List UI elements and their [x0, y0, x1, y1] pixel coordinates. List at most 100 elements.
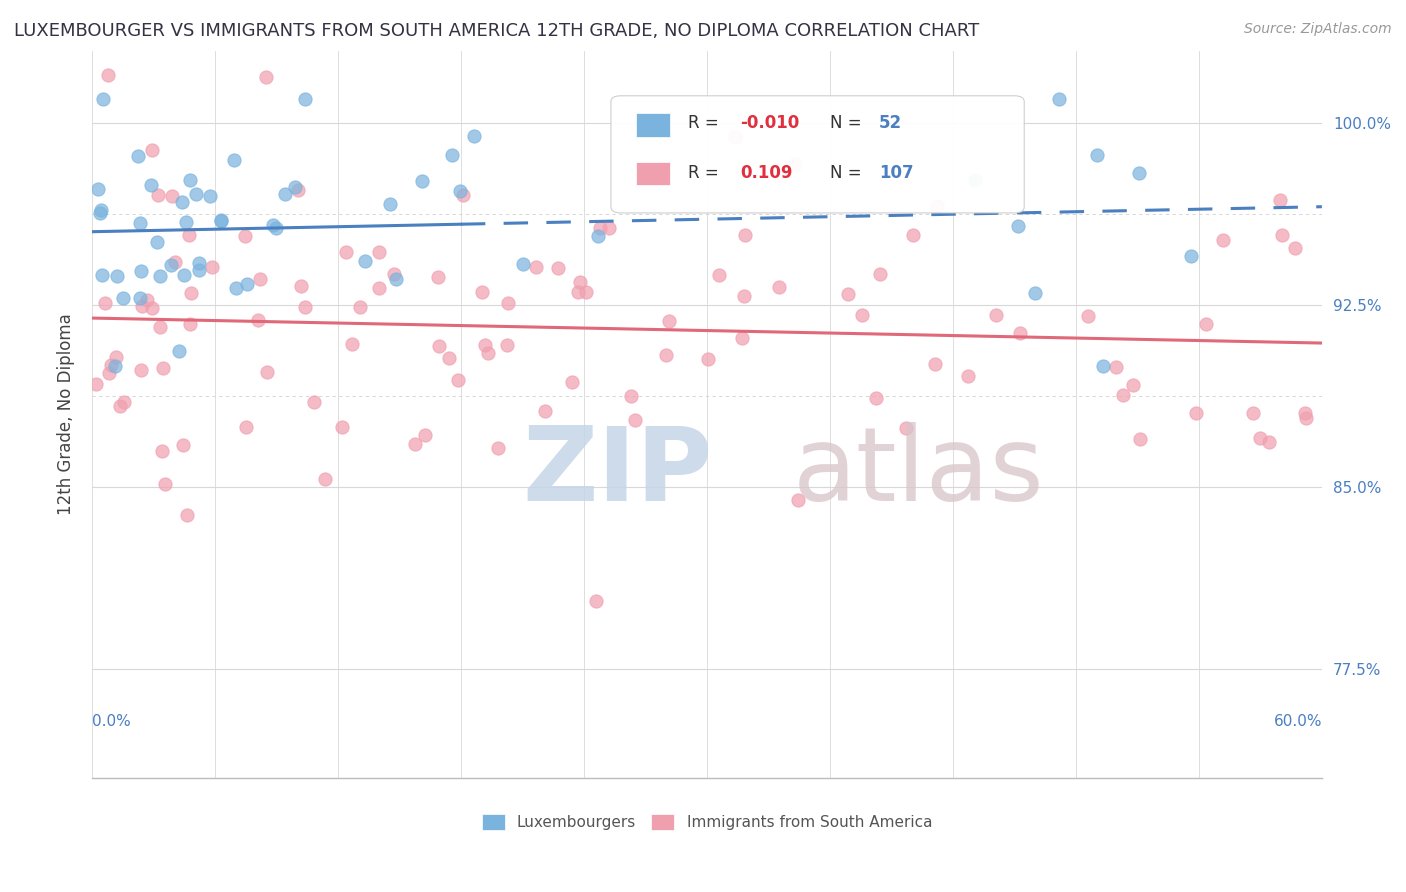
Point: [724, 130, 747, 145]
Point: [165, 255, 187, 269]
Point: [1077, 310, 1099, 324]
Point: [179, 172, 201, 186]
Point: [91, 92, 114, 106]
Point: [112, 291, 135, 305]
Point: [1270, 227, 1292, 242]
Point: [302, 394, 325, 409]
Point: [1092, 359, 1115, 373]
Point: [449, 185, 471, 199]
Point: [786, 493, 808, 508]
Point: [172, 194, 194, 209]
Point: [177, 227, 200, 242]
Point: [94, 295, 117, 310]
Point: [200, 260, 222, 274]
Point: [112, 395, 135, 409]
Point: [222, 153, 245, 168]
Point: [249, 272, 271, 286]
Point: [274, 187, 297, 202]
Point: [90, 268, 112, 283]
Point: [1195, 317, 1218, 331]
Point: [586, 229, 609, 244]
Point: [290, 279, 312, 293]
Point: [463, 129, 485, 144]
Point: [1295, 411, 1317, 425]
Point: [924, 357, 946, 371]
Point: [1257, 435, 1279, 450]
Point: [896, 421, 918, 435]
Point: [186, 187, 208, 202]
Point: [1212, 233, 1234, 247]
Point: [927, 199, 949, 213]
Point: [128, 216, 150, 230]
Point: [1185, 406, 1208, 420]
Point: [294, 300, 316, 314]
Point: [236, 277, 259, 291]
Point: [837, 286, 859, 301]
Text: 0.0%: 0.0%: [91, 714, 131, 729]
Point: [146, 187, 169, 202]
Point: [136, 293, 159, 307]
Point: [340, 336, 363, 351]
Point: [498, 296, 520, 310]
Point: [294, 92, 316, 106]
Point: [567, 285, 589, 300]
Point: [87, 182, 110, 196]
Point: [368, 281, 391, 295]
Point: [89, 206, 111, 220]
Point: [354, 254, 377, 268]
Point: [100, 358, 122, 372]
Point: [160, 189, 183, 203]
Point: [1284, 241, 1306, 255]
Point: [404, 436, 426, 450]
Point: [104, 359, 127, 373]
Point: [382, 267, 405, 281]
Point: [146, 235, 169, 249]
Point: [149, 268, 172, 283]
FancyBboxPatch shape: [636, 113, 671, 136]
Point: [209, 213, 232, 227]
Y-axis label: 12th Grade, No Diploma: 12th Grade, No Diploma: [58, 314, 75, 516]
Point: [413, 427, 436, 442]
Point: [734, 227, 756, 242]
Point: [512, 257, 534, 271]
Point: [180, 285, 202, 300]
Point: [547, 261, 569, 276]
Point: [963, 173, 986, 187]
Text: -0.010: -0.010: [740, 114, 800, 132]
Point: [150, 444, 173, 458]
Point: [314, 472, 336, 486]
Point: [1105, 360, 1128, 375]
Point: [1122, 377, 1144, 392]
Point: [105, 268, 128, 283]
Point: [247, 313, 270, 327]
Text: Source: ZipAtlas.com: Source: ZipAtlas.com: [1244, 22, 1392, 37]
Point: [696, 351, 718, 366]
Legend: Luxembourgers, Immigrants from South America: Luxembourgers, Immigrants from South Ame…: [475, 808, 938, 836]
Point: [598, 221, 620, 235]
Text: 52: 52: [879, 114, 903, 132]
Point: [262, 218, 284, 232]
Text: 107: 107: [879, 164, 914, 182]
Point: [1112, 388, 1135, 402]
Point: [187, 256, 209, 270]
Point: [1007, 219, 1029, 233]
Point: [575, 285, 598, 299]
Point: [474, 338, 496, 352]
Text: LUXEMBOURGER VS IMMIGRANTS FROM SOUTH AMERICA 12TH GRADE, NO DIPLOMA CORRELATION: LUXEMBOURGER VS IMMIGRANTS FROM SOUTH AM…: [14, 22, 980, 40]
Point: [97, 68, 120, 82]
Point: [176, 508, 198, 522]
Text: N =: N =: [830, 164, 862, 182]
Point: [378, 197, 401, 211]
Point: [104, 350, 127, 364]
Point: [901, 227, 924, 242]
Point: [588, 221, 610, 235]
Text: R =: R =: [689, 164, 718, 182]
Point: [235, 420, 257, 434]
Point: [97, 366, 120, 380]
Point: [1024, 285, 1046, 300]
Point: [1249, 431, 1271, 445]
Point: [188, 263, 211, 277]
Point: [709, 268, 731, 283]
Point: [440, 148, 463, 162]
Point: [264, 221, 287, 235]
